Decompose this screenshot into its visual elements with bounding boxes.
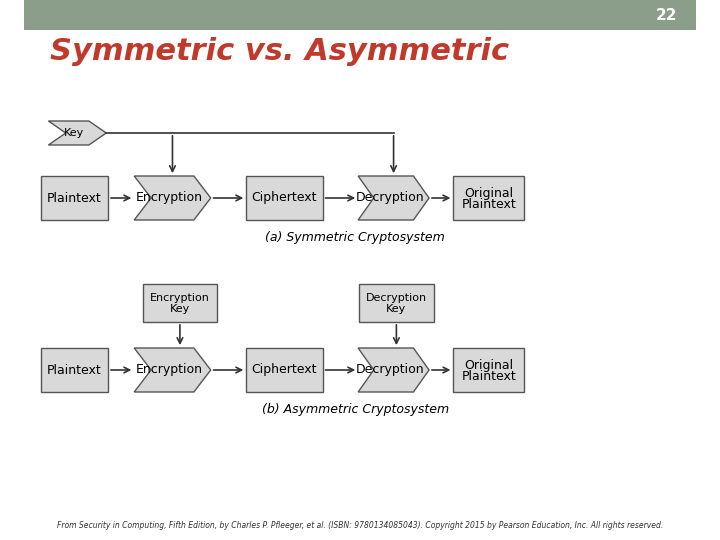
Text: Original: Original	[464, 359, 513, 372]
Text: Plaintext: Plaintext	[462, 369, 516, 382]
Polygon shape	[48, 121, 107, 145]
Polygon shape	[134, 348, 211, 392]
FancyBboxPatch shape	[246, 348, 323, 392]
Text: From Security in Computing, Fifth Edition, by Charles P. Pfleeger, et al. (ISBN:: From Security in Computing, Fifth Editio…	[57, 521, 663, 530]
Text: Original: Original	[464, 186, 513, 199]
Text: Decryption: Decryption	[366, 293, 427, 303]
Text: Decryption: Decryption	[356, 192, 425, 205]
Text: (a) Symmetric Cryptosystem: (a) Symmetric Cryptosystem	[266, 231, 445, 244]
FancyBboxPatch shape	[143, 284, 217, 322]
FancyBboxPatch shape	[454, 348, 524, 392]
FancyBboxPatch shape	[359, 284, 433, 322]
Text: Key: Key	[386, 304, 407, 314]
Text: Encryption: Encryption	[135, 363, 202, 376]
Text: Ciphertext: Ciphertext	[252, 192, 318, 205]
Text: Plaintext: Plaintext	[47, 363, 102, 376]
Text: Plaintext: Plaintext	[462, 198, 516, 211]
Polygon shape	[134, 176, 211, 220]
Text: Decryption: Decryption	[356, 363, 425, 376]
Text: Key: Key	[64, 128, 84, 138]
Text: Encryption: Encryption	[135, 192, 202, 205]
FancyBboxPatch shape	[24, 0, 696, 30]
Text: Symmetric vs. Asymmetric: Symmetric vs. Asymmetric	[50, 37, 509, 66]
Text: Key: Key	[170, 304, 190, 314]
FancyBboxPatch shape	[41, 348, 108, 392]
Text: 22: 22	[656, 8, 678, 23]
FancyBboxPatch shape	[454, 176, 524, 220]
Text: Plaintext: Plaintext	[47, 192, 102, 205]
Text: Ciphertext: Ciphertext	[252, 363, 318, 376]
Text: (b) Asymmetric Cryptosystem: (b) Asymmetric Cryptosystem	[262, 403, 449, 416]
Polygon shape	[358, 348, 429, 392]
Polygon shape	[358, 176, 429, 220]
Text: Encryption: Encryption	[150, 293, 210, 303]
FancyBboxPatch shape	[41, 176, 108, 220]
FancyBboxPatch shape	[246, 176, 323, 220]
